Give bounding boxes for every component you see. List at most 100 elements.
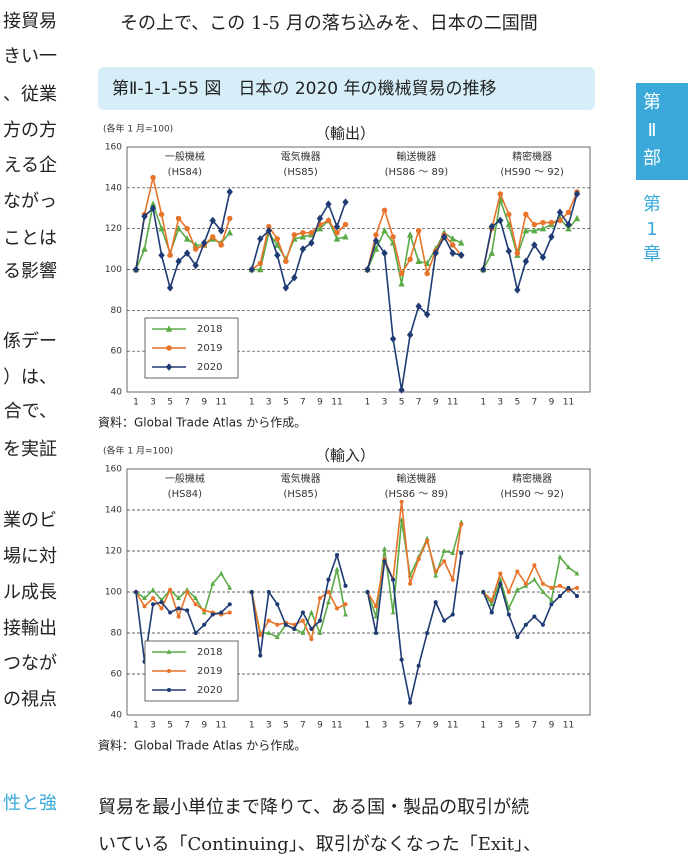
left-text: の視点 — [3, 689, 57, 710]
marker — [399, 499, 404, 504]
marker — [300, 618, 305, 623]
left-text: ）は、 — [3, 367, 57, 388]
marker — [159, 600, 164, 605]
marker — [488, 249, 495, 256]
x-tick-label: 9 — [201, 721, 207, 731]
marker — [441, 548, 447, 553]
x-tick-label: 1 — [365, 721, 371, 731]
marker — [415, 302, 422, 311]
left-text: ことは — [3, 228, 57, 249]
x-tick-label: 1 — [480, 398, 486, 408]
x-tick-label: 5 — [283, 398, 289, 408]
line — [366, 235, 462, 391]
tab-part: 部 — [643, 148, 661, 169]
y-tick-label: 100 — [105, 588, 122, 598]
marker — [514, 587, 520, 592]
marker — [326, 577, 331, 582]
marker — [308, 239, 315, 247]
marker — [539, 224, 547, 232]
marker — [158, 211, 165, 218]
line — [135, 201, 231, 270]
marker — [459, 551, 464, 556]
left-text: きい一 — [3, 46, 57, 67]
marker — [209, 234, 216, 240]
marker — [275, 622, 280, 627]
marker — [522, 227, 530, 234]
marker — [506, 589, 511, 595]
marker — [557, 594, 562, 599]
marker — [406, 231, 414, 238]
marker — [219, 610, 224, 615]
marker — [283, 258, 289, 265]
marker — [192, 246, 199, 252]
marker — [266, 589, 271, 595]
x-tick-label: 3 — [266, 398, 272, 408]
marker — [540, 581, 545, 586]
marker — [498, 581, 503, 586]
marker — [531, 576, 537, 582]
marker — [308, 230, 315, 236]
marker — [523, 622, 528, 627]
marker — [200, 239, 208, 247]
x-tick-label: 3 — [497, 398, 503, 408]
marker — [166, 284, 174, 292]
marker — [210, 612, 215, 617]
marker — [373, 604, 379, 609]
marker — [183, 249, 191, 257]
marker — [381, 227, 388, 234]
marker — [548, 219, 555, 226]
marker — [257, 260, 263, 267]
left-text: 接貿易 — [3, 11, 57, 32]
y-tick-label: 60 — [111, 670, 123, 680]
left-text: 係デー — [3, 331, 57, 352]
marker — [407, 256, 413, 263]
x-tick-label: 11 — [216, 398, 227, 408]
x-tick-label: 9 — [433, 398, 439, 408]
line — [482, 199, 578, 270]
tab-part: 第 — [643, 92, 661, 113]
marker — [398, 280, 405, 287]
x-tick-label: 1 — [133, 398, 139, 408]
left-text: 接輸出 — [3, 618, 57, 639]
x-tick-label: 3 — [382, 398, 388, 408]
marker — [265, 226, 272, 235]
marker — [433, 572, 439, 578]
panel-subtitle: (HS90 ～ 92) — [500, 167, 564, 178]
x-tick-label: 9 — [201, 398, 207, 408]
marker — [574, 570, 580, 576]
marker — [531, 227, 538, 234]
marker — [343, 583, 348, 588]
marker — [481, 589, 486, 595]
marker — [227, 610, 232, 615]
marker — [248, 265, 255, 274]
side-tab — [636, 83, 688, 180]
left-text: ル成長 — [3, 582, 57, 603]
marker — [282, 284, 290, 292]
marker — [258, 653, 263, 658]
x-tick-label: 5 — [399, 398, 405, 408]
left-text: 合で、 — [4, 401, 57, 422]
marker — [149, 200, 157, 207]
marker — [373, 232, 379, 238]
marker — [532, 563, 537, 568]
y-tick-label: 40 — [111, 388, 123, 398]
x-tick-label: 9 — [549, 398, 555, 408]
x-tick-label: 5 — [399, 721, 405, 731]
legend-label: 2020 — [197, 362, 222, 373]
left-text: ながっ — [3, 191, 57, 212]
marker — [408, 581, 413, 586]
marker — [300, 230, 306, 236]
marker — [326, 599, 331, 605]
marker — [391, 577, 396, 582]
marker — [291, 232, 298, 238]
marker — [489, 598, 494, 603]
x-tick-label: 11 — [216, 721, 227, 731]
marker — [390, 234, 396, 240]
panel-subtitle: (HS85) — [283, 167, 317, 178]
y-tick-label: 100 — [105, 265, 122, 275]
legend-label: 2019 — [197, 343, 222, 354]
marker — [539, 253, 547, 262]
x-tick-label: 3 — [382, 721, 388, 731]
marker — [258, 633, 263, 638]
